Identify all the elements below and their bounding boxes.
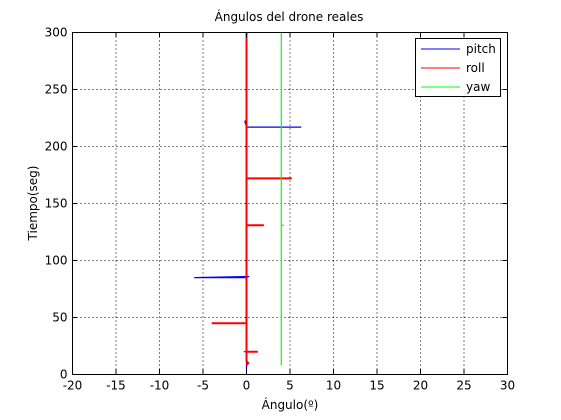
x-tick-label: -20	[63, 379, 83, 393]
y-tick-label: 0	[60, 368, 68, 382]
x-axis-label: Ángulo(º)	[262, 397, 319, 412]
y-tick-label: 100	[45, 254, 68, 268]
legend: pitch roll yaw	[415, 38, 501, 97]
legend-pitch-label: pitch	[466, 42, 496, 56]
y-tick-label: 250	[45, 83, 68, 97]
legend-roll-label: roll	[466, 61, 485, 75]
x-tick-label: 5	[286, 379, 294, 393]
series-line-roll	[211, 32, 292, 366]
ticks: -20 -15 -10 -5 0 5 10 15 20 25 3005010015020025030…	[45, 26, 516, 393]
series-layer	[194, 32, 302, 369]
y-tick-label: 200	[45, 140, 68, 154]
x-tick-label: -15	[106, 379, 126, 393]
x-tick-label: 20	[413, 379, 428, 393]
series-line-yaw	[280, 32, 284, 366]
x-tick-label: 25	[456, 379, 471, 393]
x-tick-label: -10	[150, 379, 170, 393]
x-tick-label: 30	[500, 379, 515, 393]
x-tick-label: 15	[369, 379, 384, 393]
y-tick-label: 150	[45, 197, 68, 211]
x-tick-label: 0	[243, 379, 251, 393]
y-tick-label: 50	[52, 311, 67, 325]
x-tick-label: -5	[197, 379, 209, 393]
legend-yaw-label: yaw	[466, 80, 490, 94]
y-tick-label: 300	[45, 26, 68, 40]
x-tick-label: 10	[326, 379, 341, 393]
chart-title: Ángulos del drone reales	[215, 9, 364, 24]
y-axis-label: Tiempo(seg)	[26, 166, 40, 242]
